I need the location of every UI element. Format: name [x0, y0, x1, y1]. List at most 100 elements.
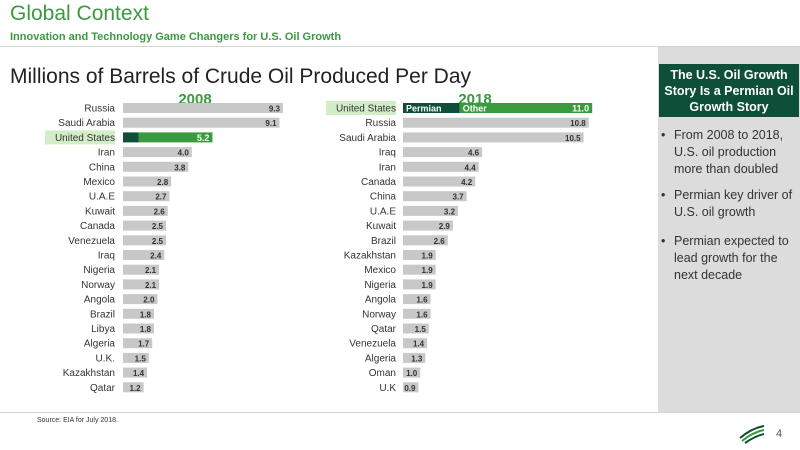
category-label: Russia: [84, 104, 115, 115]
bar: [123, 338, 153, 349]
bar: [123, 205, 168, 216]
value-label: 1.9: [422, 281, 434, 290]
value-label: 9.1: [265, 119, 277, 128]
bar: [403, 161, 479, 172]
value-label: 1.6: [416, 310, 428, 319]
value-label: 4.6: [468, 149, 480, 158]
bar: [403, 264, 436, 275]
category-label: Qatar: [90, 383, 116, 394]
header-divider: [0, 46, 800, 47]
value-label: 10.8: [570, 119, 586, 128]
category-label: Norway: [81, 280, 115, 291]
bar: [403, 352, 426, 363]
value-label: 0.9: [404, 384, 416, 393]
value-label: 4.2: [461, 178, 473, 187]
bar: [403, 220, 453, 231]
category-label: Kazakhstan: [344, 251, 396, 262]
bar: [123, 308, 154, 319]
value-label: 2.1: [145, 266, 157, 275]
bullet-dot: •: [661, 234, 666, 248]
bar-segment: [123, 132, 139, 143]
category-label: U.A.E: [370, 206, 396, 217]
value-label: 4.0: [178, 149, 190, 158]
value-label: 3.7: [453, 193, 465, 202]
sidebar-bullet-text: Permian key driver of U.S. oil growth: [674, 188, 793, 219]
bar: [123, 161, 189, 172]
value-label: 2.1: [145, 281, 157, 290]
sidebar-heading: The U.S. Oil Growth Story Is a Permian O…: [659, 64, 799, 117]
bar: [403, 367, 421, 378]
bar: [123, 264, 160, 275]
category-label: Oman: [369, 368, 396, 379]
value-label: 2.6: [154, 207, 166, 216]
bar: [123, 191, 170, 202]
value-label: 1.3: [411, 354, 423, 363]
bar: [403, 235, 448, 246]
category-label: Libya: [91, 324, 115, 335]
value-label: 2.4: [150, 252, 162, 261]
bar-segment: [403, 103, 460, 113]
bar: [123, 382, 144, 393]
bar: [123, 250, 165, 260]
bar: [403, 250, 436, 260]
header-subtitle: Innovation and Technology Game Changers …: [10, 31, 342, 43]
bar: [403, 205, 459, 216]
bar: [123, 117, 280, 128]
category-label: United States: [55, 133, 115, 144]
bar: [403, 382, 419, 393]
category-label: U.K.: [96, 353, 115, 364]
category-label: Venezuela: [349, 339, 396, 350]
category-label: Brazil: [90, 309, 115, 320]
value-label: 1.6: [416, 296, 428, 305]
bar: [123, 235, 166, 246]
value-label: 2.9: [439, 222, 451, 231]
value-label: 2.5: [152, 237, 164, 246]
bar: [123, 367, 148, 378]
category-highlight: [45, 130, 115, 145]
bar: [123, 220, 166, 231]
bar: [403, 176, 476, 187]
page-number: 4: [776, 428, 783, 440]
bullet-dot: •: [661, 188, 666, 202]
value-label: 2.8: [157, 178, 169, 187]
category-label: Algeria: [365, 353, 397, 364]
category-label: Nigeria: [364, 280, 396, 291]
segment-label: Other: [463, 104, 488, 114]
value-label: 2.5: [152, 222, 164, 231]
sidebar-bullet-text: From 2008 to 2018, U.S. oil production m…: [674, 128, 784, 176]
category-label: Nigeria: [83, 265, 115, 276]
value-label: 1.7: [138, 340, 150, 349]
bar: [123, 323, 154, 334]
bar: [403, 191, 467, 202]
category-label: Brazil: [371, 236, 396, 247]
category-label: China: [89, 162, 116, 173]
bar: [123, 147, 192, 158]
category-label: Norway: [362, 309, 396, 320]
bar: [123, 352, 149, 363]
value-label: 2.7: [155, 193, 167, 202]
category-label: Kuwait: [85, 206, 115, 217]
category-label: United States: [336, 104, 396, 115]
value-label: 4.4: [465, 163, 477, 172]
category-label: U.A.E: [89, 192, 115, 203]
value-label: 10.5: [565, 134, 581, 143]
value-label: 1.4: [413, 340, 425, 349]
category-label: Kazakhstan: [63, 368, 115, 379]
bar-segment: [138, 132, 213, 143]
segment-label: Permian: [406, 104, 442, 114]
category-highlight: [326, 101, 396, 115]
bar-segment: [459, 103, 593, 113]
category-label: Mexico: [83, 177, 115, 188]
value-label: 1.8: [140, 325, 152, 334]
bar: [403, 132, 584, 143]
category-label: Iraq: [98, 251, 115, 262]
category-label: Russia: [365, 118, 396, 129]
category-label: Angola: [365, 295, 397, 306]
bar: [123, 103, 283, 113]
value-label: 11.0: [572, 104, 589, 114]
value-label: 2.0: [143, 296, 155, 305]
value-label: 3.2: [444, 207, 456, 216]
sidebar-bullet-text: Permian expected to lead growth for the …: [674, 234, 789, 282]
bar: [403, 338, 428, 349]
